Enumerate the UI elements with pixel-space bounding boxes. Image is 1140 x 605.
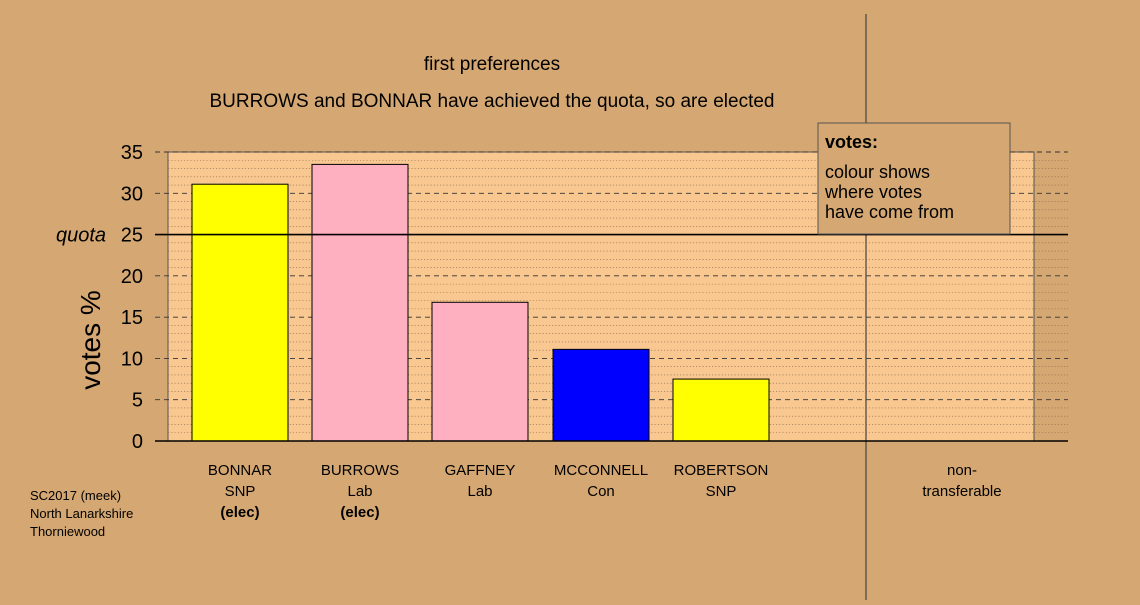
bar-label-name: BONNAR bbox=[208, 462, 272, 479]
bar-robertson bbox=[672, 378, 770, 442]
bar-label-name: BURROWS bbox=[321, 462, 399, 479]
y-axis-label: votes % bbox=[75, 290, 106, 390]
bar-label-name: MCCONNELL bbox=[554, 462, 648, 479]
bar-label-name: GAFFNEY bbox=[445, 462, 516, 479]
footer-text: North Lanarkshire bbox=[30, 506, 133, 521]
quota-label: quota bbox=[56, 225, 106, 247]
legend-text: where votes bbox=[824, 182, 922, 202]
y-tick-label: 10 bbox=[121, 348, 143, 370]
bar-gaffney bbox=[431, 301, 529, 442]
y-tick-label: 25 bbox=[121, 225, 143, 247]
bar-label-name: ROBERTSON bbox=[674, 462, 769, 479]
bar-label-party: SNP bbox=[225, 483, 256, 500]
y-tick-label: 0 bbox=[132, 431, 143, 453]
legend-text: colour shows bbox=[825, 162, 930, 182]
bar-bonnar bbox=[191, 183, 289, 442]
footer-text: Thorniewood bbox=[30, 524, 105, 539]
bar-label-party: Lab bbox=[347, 483, 372, 500]
bar-label-party: Lab bbox=[467, 483, 492, 500]
bar-label-elected: (elec) bbox=[340, 504, 379, 521]
chart-title: first preferences bbox=[424, 54, 560, 75]
bar-label-party: Con bbox=[587, 483, 615, 500]
non-transferable-label: non- bbox=[947, 462, 977, 479]
bar-label-party: SNP bbox=[706, 483, 737, 500]
bar-label-elected: (elec) bbox=[220, 504, 259, 521]
legend-box bbox=[817, 122, 1011, 235]
non-transferable-label: transferable bbox=[922, 483, 1001, 500]
y-tick-label: 35 bbox=[121, 142, 143, 164]
bar-mcconnell bbox=[552, 348, 650, 442]
y-tick-label: 15 bbox=[121, 307, 143, 329]
footer-text: SC2017 (meek) bbox=[30, 488, 121, 503]
bar-burrows bbox=[311, 163, 409, 442]
y-tick-label: 5 bbox=[132, 390, 143, 412]
y-tick-label: 30 bbox=[121, 183, 143, 205]
legend-text: have come from bbox=[825, 202, 954, 222]
y-tick-label: 20 bbox=[121, 266, 143, 288]
legend-title: votes: bbox=[825, 132, 878, 152]
chart-subtitle: BURROWS and BONNAR have achieved the quo… bbox=[209, 91, 774, 112]
